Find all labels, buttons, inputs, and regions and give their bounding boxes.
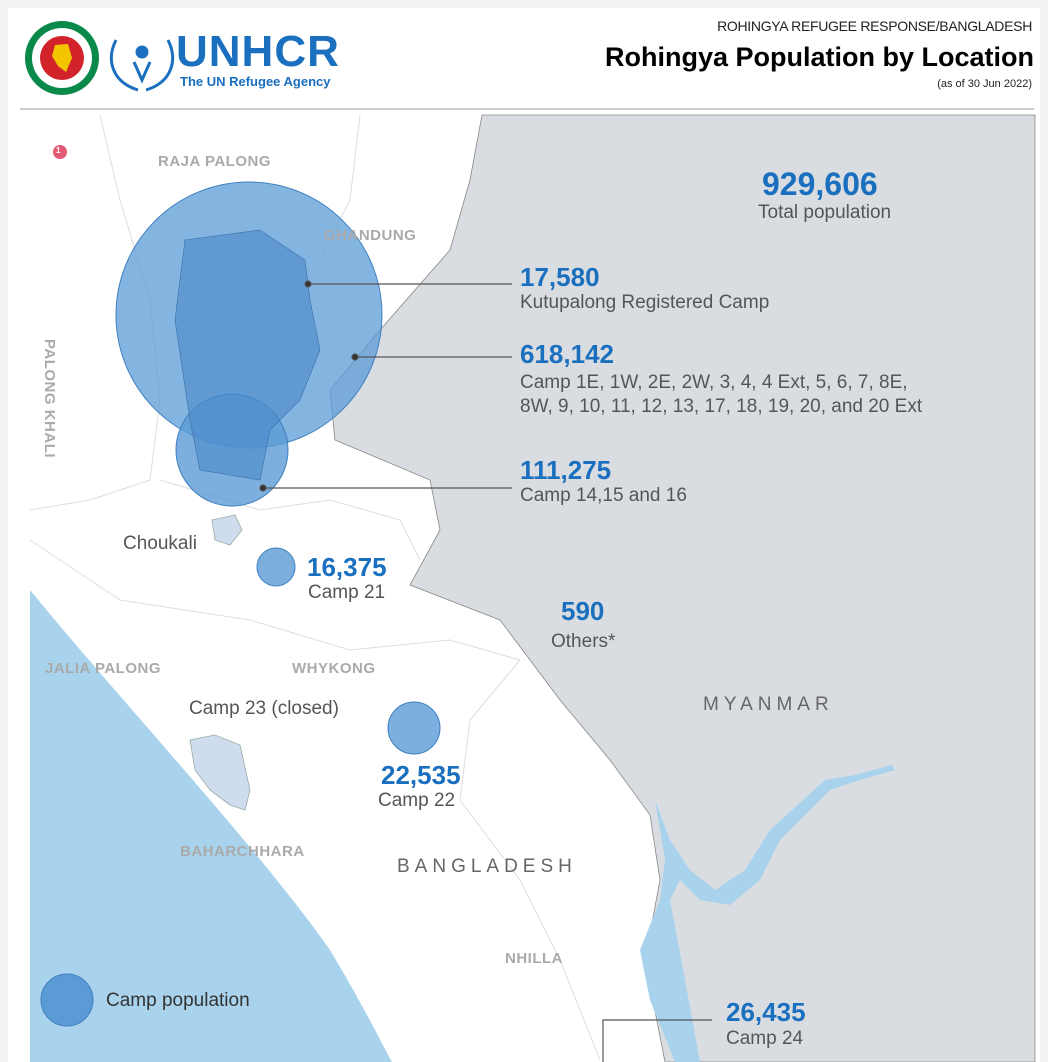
unhcr-wordmark: UNHCR (176, 27, 340, 76)
camp-22-value: 22,535 (381, 760, 461, 790)
choukali-area (211, 514, 243, 546)
camp-22-label: Camp 22 (378, 790, 456, 811)
total-population-label: Total population (758, 202, 892, 223)
camp-24-value: 26,435 (726, 997, 806, 1027)
place-choukali: Choukali (123, 533, 197, 554)
circle-camp-22 (387, 701, 441, 755)
place-raja-palong: RAJA PALONG (158, 153, 272, 170)
place-ghandung: GHANDUNG (324, 227, 417, 244)
circle-camp-21 (256, 547, 296, 587)
river-estuary (640, 765, 895, 1062)
place-whykong: WHYKONG (292, 660, 376, 677)
closed-camp-23 (189, 734, 251, 811)
as-of-date: (as of 30 Jun 2022) (937, 78, 1032, 90)
place-baharchhara: BAHARCHHARA (180, 843, 305, 860)
marker-icon (53, 145, 67, 159)
place-jalia-palong: JALIA PALONG (45, 660, 162, 677)
kutupalong-label: Kutupalong Registered Camp (520, 292, 770, 313)
camp-14-16-value: 111,275 (520, 455, 612, 485)
total-population-value: 929,606 (762, 166, 878, 202)
camp-14-16-label: Camp 14,15 and 16 (520, 485, 687, 506)
camp-cluster-label-2: 8W, 9, 10, 11, 12, 13, 17, 18, 19, 20, a… (520, 396, 923, 417)
place-nhilla: NHILLA (505, 950, 563, 967)
legend-circle-icon (40, 973, 94, 1027)
page-title: Rohingya Population by Location (605, 42, 1034, 72)
others-value: 590 (561, 596, 605, 626)
country-bangladesh: BANGLADESH (397, 856, 577, 877)
header-subtitle: ROHINGYA REFUGEE RESPONSE/BANGLADESH (717, 18, 1032, 34)
country-myanmar: MYANMAR (703, 694, 834, 715)
camp-cluster-value: 618,142 (520, 339, 614, 369)
camp-21-value: 16,375 (307, 552, 387, 582)
camp-24-label: Camp 24 (726, 1028, 804, 1049)
header-divider (20, 108, 1034, 110)
un-wreath-logo (109, 39, 175, 92)
sea (30, 590, 392, 1062)
kutupalong-value: 17,580 (520, 262, 600, 292)
leader-lines (259, 280, 712, 1062)
place-camp-23: Camp 23 (closed) (189, 698, 339, 719)
camp-21-label: Camp 21 (308, 582, 386, 603)
gov-emblem-logo (25, 21, 99, 95)
legend-label: Camp population (106, 990, 250, 1011)
place-palong-khali: PALONG KHALI (41, 338, 59, 459)
unhcr-tagline: The UN Refugee Agency (180, 74, 331, 89)
marker-label: 1 (56, 146, 61, 155)
camp-boundaries (174, 229, 321, 481)
camp-cluster-label: Camp 1E, 1W, 2E, 2W, 3, 4, 4 Ext, 5, 6, … (520, 372, 908, 393)
others-label: Others* (551, 631, 616, 652)
unhcr-logo: UNHCR The UN Refugee Agency (176, 27, 340, 90)
